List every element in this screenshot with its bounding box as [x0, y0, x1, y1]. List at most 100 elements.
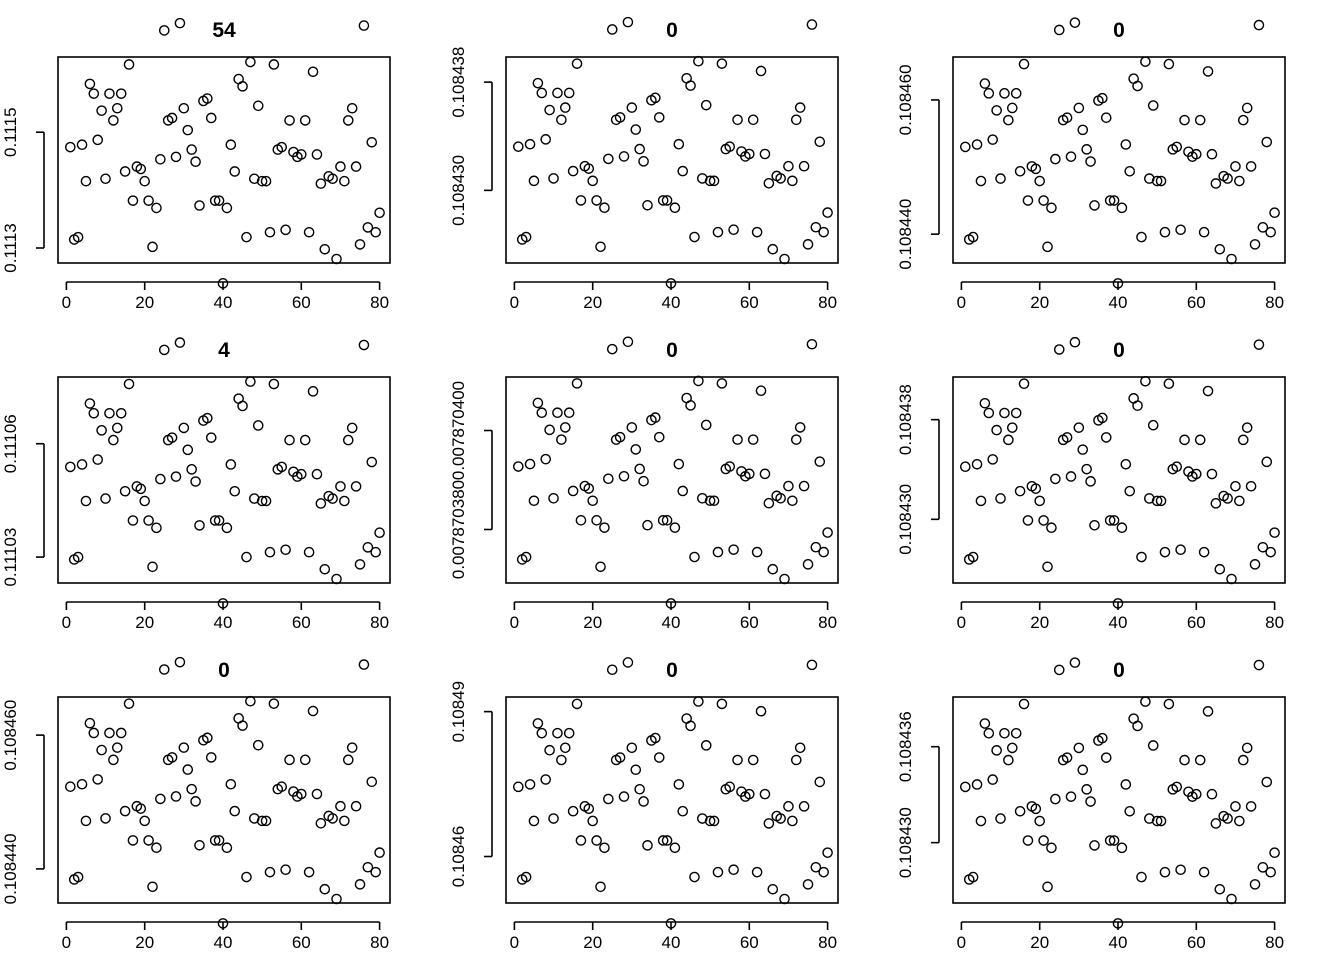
data-point	[783, 801, 794, 812]
data-point	[650, 412, 661, 423]
data-point	[1241, 422, 1253, 433]
data-point	[991, 424, 1002, 436]
data-point	[1034, 175, 1045, 187]
data-point	[295, 788, 307, 800]
data-point	[72, 551, 84, 563]
data-point	[80, 175, 92, 187]
data-point	[704, 175, 716, 187]
data-point	[362, 861, 374, 873]
data-point	[96, 105, 107, 116]
data-point	[1112, 598, 1124, 609]
data-point	[92, 454, 104, 465]
data-point	[603, 153, 614, 165]
data-point	[190, 476, 201, 487]
data-point	[1116, 522, 1128, 534]
data-point	[342, 434, 354, 446]
data-point	[1046, 522, 1057, 534]
y-tick-label: 0.108430	[449, 155, 468, 226]
data-point	[170, 471, 182, 482]
data-point	[689, 231, 700, 243]
data-point	[1226, 573, 1237, 585]
data-point	[759, 148, 771, 160]
data-point	[697, 813, 708, 824]
data-point	[544, 104, 555, 116]
data-point	[779, 573, 790, 585]
data-point	[1006, 102, 1018, 114]
data-point	[634, 463, 645, 475]
plot-frame	[57, 56, 391, 264]
data-point	[1104, 515, 1116, 526]
data-point	[123, 59, 135, 70]
data-point	[650, 92, 661, 104]
data-point	[677, 165, 689, 177]
data-point	[268, 378, 280, 390]
data-point	[1163, 378, 1175, 390]
data-point	[724, 141, 736, 152]
data-point	[614, 112, 626, 123]
data-point	[595, 561, 606, 573]
data-point	[213, 515, 225, 526]
data-point	[1100, 112, 1112, 123]
data-point	[630, 124, 642, 135]
data-point	[92, 774, 104, 785]
x-tick-label: 60	[1187, 293, 1206, 312]
data-point	[1132, 400, 1143, 411]
data-point	[108, 754, 119, 766]
data-point	[319, 243, 331, 255]
data-point	[810, 861, 822, 873]
data-point	[1069, 657, 1081, 668]
y-tick-label: 0.108430	[896, 807, 915, 878]
data-point	[1108, 835, 1120, 846]
data-point	[975, 815, 987, 827]
chart-title: 0	[666, 659, 678, 682]
data-point	[370, 226, 381, 238]
data-point	[104, 88, 115, 99]
data-point	[350, 161, 362, 172]
data-point	[532, 77, 544, 89]
data-point	[143, 835, 154, 846]
data-point	[822, 207, 833, 218]
data-point	[111, 102, 123, 114]
data-point	[1194, 754, 1206, 766]
data-point	[638, 156, 649, 167]
data-point	[84, 717, 96, 729]
data-point	[1042, 241, 1053, 253]
data-point	[221, 842, 233, 854]
x-tick-label: 0	[957, 293, 966, 312]
data-point	[1265, 866, 1276, 878]
data-point	[237, 400, 248, 412]
data-point	[1112, 918, 1124, 929]
data-point	[716, 698, 728, 710]
data-point	[245, 56, 256, 68]
data-point	[225, 139, 237, 151]
data-point	[92, 134, 104, 146]
data-point	[276, 461, 288, 473]
data-point	[618, 791, 630, 802]
data-point	[552, 87, 563, 99]
data-point	[225, 459, 237, 470]
data-point	[814, 456, 826, 467]
data-point	[1140, 375, 1151, 387]
data-point	[995, 173, 1006, 184]
data-point	[249, 813, 260, 824]
plot-frame	[57, 376, 391, 584]
data-point	[960, 781, 971, 793]
data-point	[595, 241, 606, 253]
chart-title: 0	[666, 339, 678, 362]
data-point	[642, 840, 653, 851]
data-point	[747, 114, 759, 126]
data-point	[1194, 434, 1206, 446]
data-point	[513, 141, 524, 152]
data-point	[1159, 866, 1171, 878]
data-point	[528, 495, 540, 507]
x-tick-label: 80	[1265, 613, 1284, 632]
data-point	[346, 742, 358, 753]
data-point	[1116, 202, 1128, 214]
data-point	[245, 695, 256, 707]
data-point	[1155, 175, 1167, 187]
data-point	[755, 705, 767, 717]
x-tick-label: 80	[370, 293, 389, 312]
data-point	[1046, 842, 1057, 854]
data-point	[1253, 339, 1265, 350]
data-point	[1249, 239, 1261, 250]
